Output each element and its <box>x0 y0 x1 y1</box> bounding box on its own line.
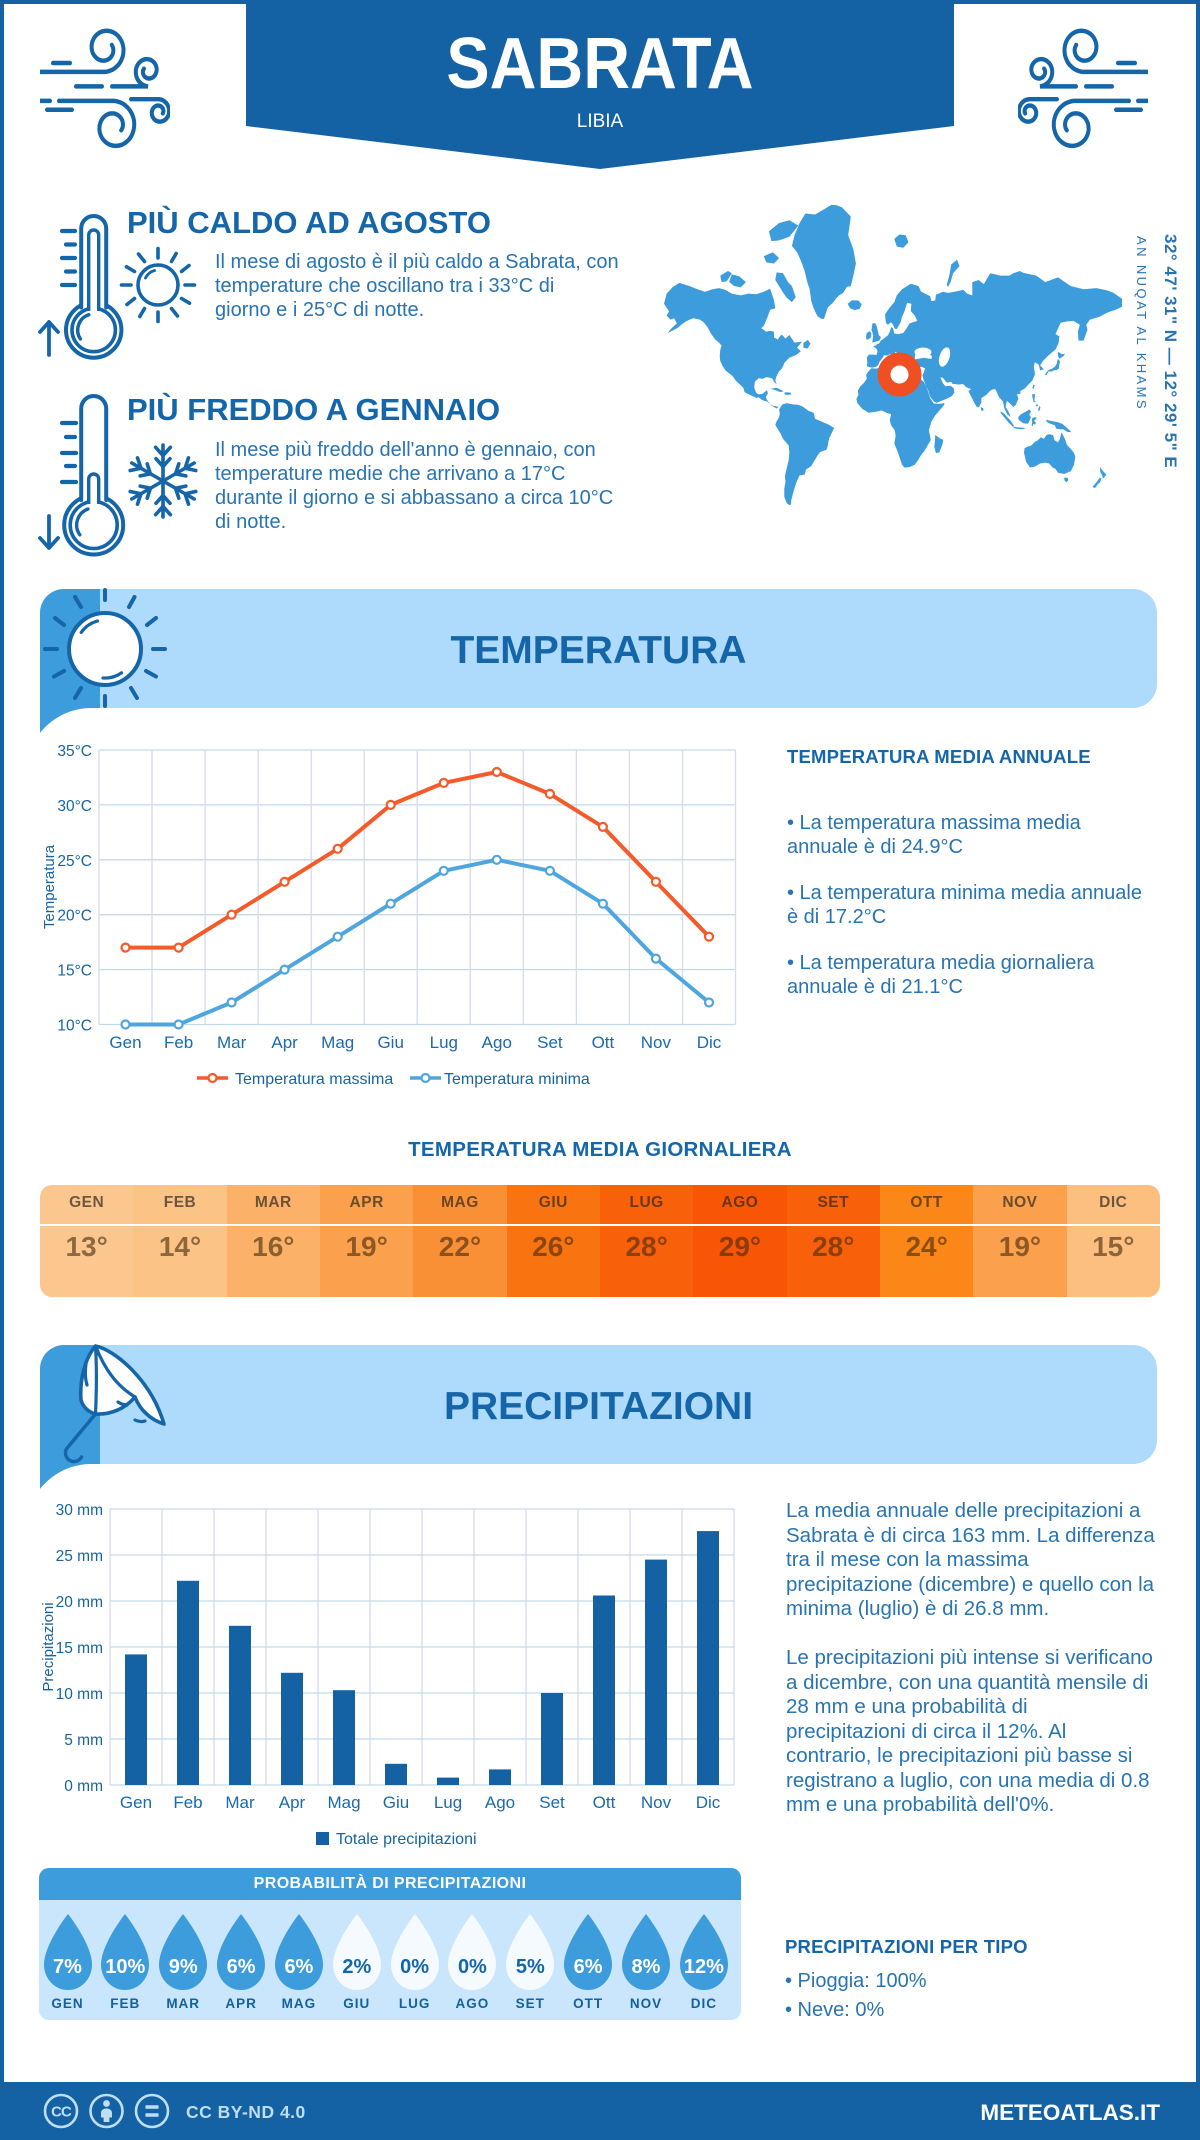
svg-text:Mar: Mar <box>217 1033 247 1052</box>
svg-text:25°C: 25°C <box>57 853 92 870</box>
svg-text:15 mm: 15 mm <box>56 1640 103 1657</box>
svg-text:30°C: 30°C <box>57 798 92 815</box>
svg-text:25 mm: 25 mm <box>56 1548 103 1565</box>
svg-text:10°C: 10°C <box>57 1018 92 1035</box>
svg-text:Lug: Lug <box>434 1793 462 1812</box>
svg-text:Nov: Nov <box>641 1793 672 1812</box>
svg-text:Ago: Ago <box>485 1793 515 1812</box>
svg-text:20 mm: 20 mm <box>56 1594 103 1611</box>
svg-text:Apr: Apr <box>271 1033 298 1052</box>
svg-text:Lug: Lug <box>430 1033 458 1052</box>
svg-text:10 mm: 10 mm <box>56 1686 103 1703</box>
svg-text:Temperatura minima: Temperatura minima <box>444 1071 590 1088</box>
svg-text:20°C: 20°C <box>57 908 92 925</box>
svg-text:30 mm: 30 mm <box>56 1502 103 1519</box>
svg-text:Set: Set <box>537 1033 563 1052</box>
svg-text:Set: Set <box>539 1793 565 1812</box>
svg-text:Gen: Gen <box>120 1793 152 1812</box>
svg-text:Giu: Giu <box>377 1033 403 1052</box>
svg-text:Dic: Dic <box>697 1033 722 1052</box>
svg-text:15°C: 15°C <box>57 963 92 980</box>
svg-text:Temperatura: Temperatura <box>41 844 58 929</box>
svg-text:Ott: Ott <box>593 1793 616 1812</box>
svg-text:Apr: Apr <box>279 1793 306 1812</box>
svg-text:Feb: Feb <box>164 1033 193 1052</box>
svg-text:Nov: Nov <box>641 1033 672 1052</box>
svg-text:Mag: Mag <box>327 1793 360 1812</box>
svg-text:Mar: Mar <box>225 1793 255 1812</box>
svg-text:Mag: Mag <box>321 1033 354 1052</box>
svg-text:Dic: Dic <box>696 1793 721 1812</box>
svg-text:Gen: Gen <box>109 1033 141 1052</box>
svg-text:Feb: Feb <box>173 1793 202 1812</box>
svg-text:Ago: Ago <box>482 1033 512 1052</box>
svg-text:Totale precipitazioni: Totale precipitazioni <box>336 1831 477 1848</box>
svg-text:Ott: Ott <box>592 1033 615 1052</box>
svg-text:5 mm: 5 mm <box>64 1732 103 1749</box>
svg-text:CC: CC <box>51 2104 72 2121</box>
svg-text:Giu: Giu <box>383 1793 409 1812</box>
svg-text:35°C: 35°C <box>57 743 92 760</box>
svg-text:Temperatura massima: Temperatura massima <box>235 1071 393 1088</box>
svg-text:Precipitazioni: Precipitazioni <box>40 1602 57 1691</box>
svg-text:0 mm: 0 mm <box>64 1778 103 1795</box>
